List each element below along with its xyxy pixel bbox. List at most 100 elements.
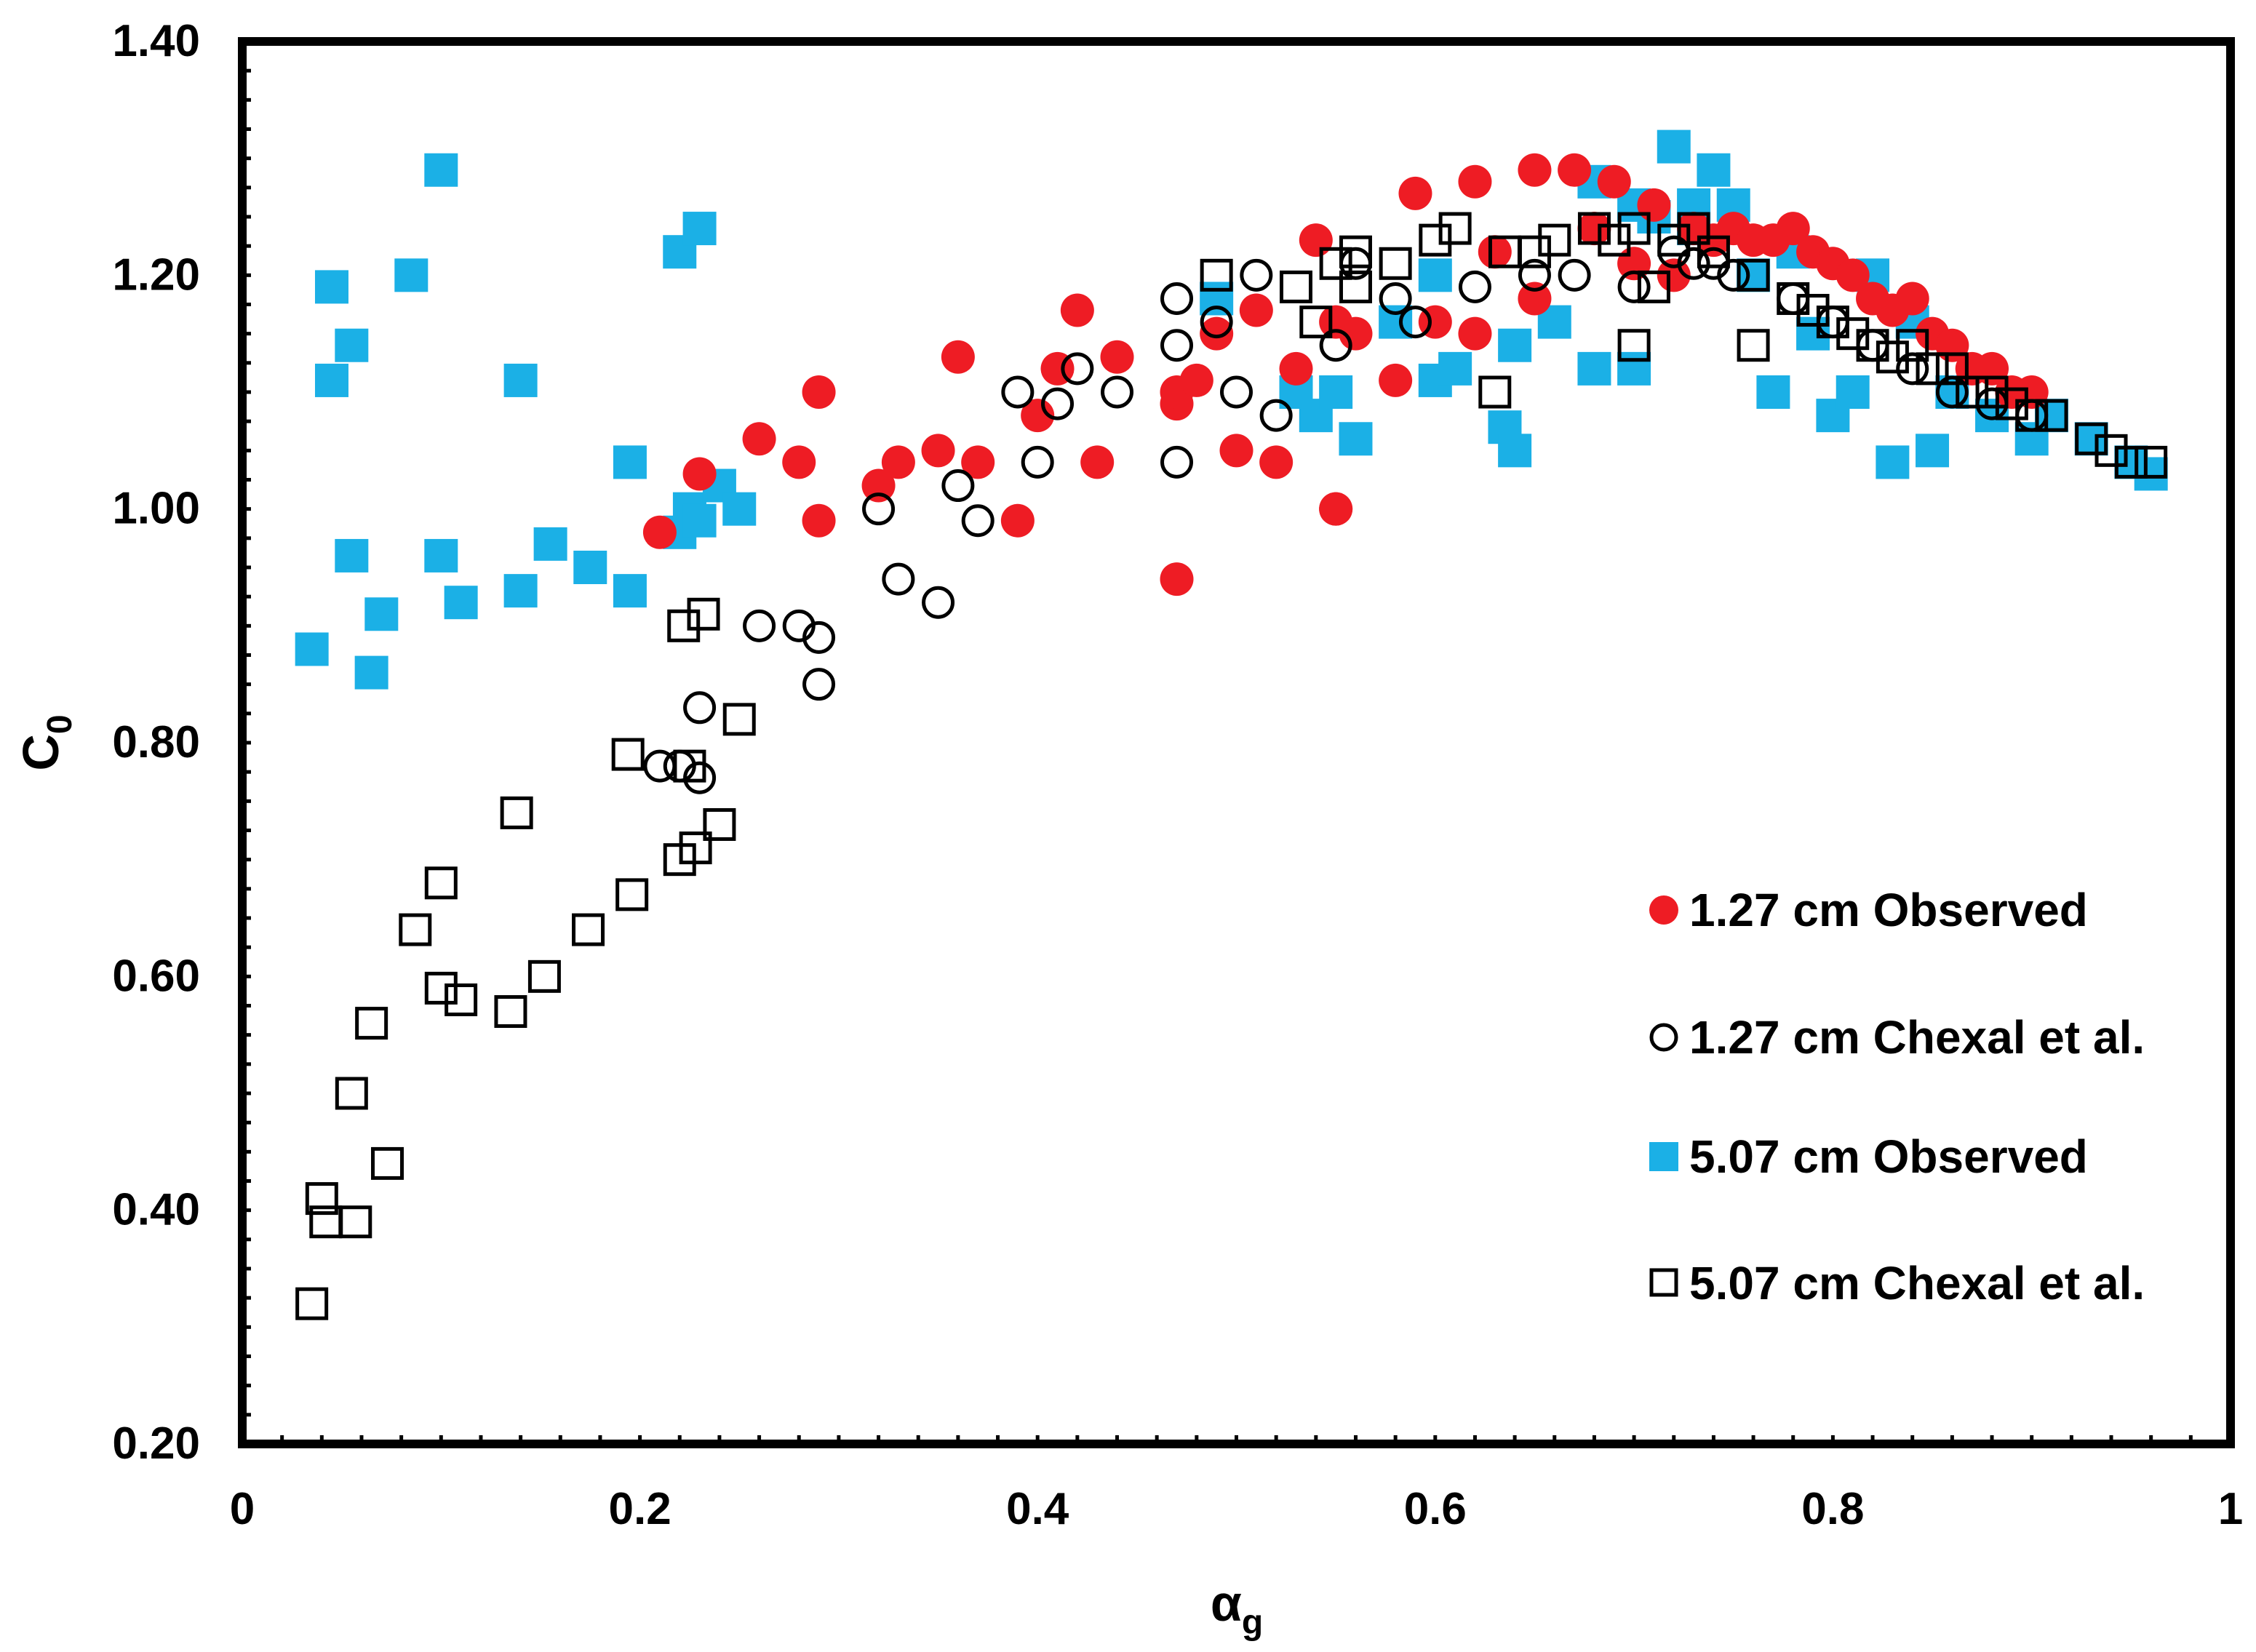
- point-1-27-cm-observed: [1021, 399, 1055, 433]
- point-5-07-cm-observed: [1916, 434, 1950, 468]
- y-tick-label: 0.40: [112, 1185, 200, 1235]
- point-1-27-cm-chexal-et-al: [1319, 329, 1352, 362]
- point-1-27-cm-chexal-et-al: [683, 691, 717, 725]
- point-5-07-cm-chexal-et-al: [1637, 270, 1670, 303]
- point-1-27-cm-observed: [1776, 212, 1810, 246]
- point-5-07-cm-observed: [335, 538, 369, 572]
- point-1-27-cm-chexal-et-al: [1677, 247, 1710, 280]
- point-1-27-cm-chexal-et-al: [683, 761, 717, 794]
- point-5-07-cm-chexal-et-al: [1956, 375, 1989, 409]
- data-points: [295, 129, 2168, 1320]
- point-5-07-cm-observed: [682, 503, 717, 538]
- point-5-07-cm-observed: [1657, 129, 1691, 164]
- point-1-27-cm-observed: [1279, 351, 1313, 386]
- point-5-07-cm-observed: [444, 586, 478, 620]
- point-5-07-cm-chexal-et-al: [703, 807, 736, 841]
- point-5-07-cm-chexal-et-al: [1995, 387, 2028, 420]
- point-1-27-cm-observed: [921, 434, 955, 468]
- point-5-07-cm-observed: [424, 153, 458, 187]
- point-5-07-cm-chexal-et-al: [1796, 294, 1830, 327]
- point-1-27-cm-chexal-et-al: [1717, 258, 1750, 292]
- point-1-27-cm-observed: [1558, 153, 1592, 187]
- point-5-07-cm-observed: [2134, 457, 2168, 491]
- point-1-27-cm-chexal-et-al: [1061, 352, 1094, 386]
- point-1-27-cm-observed: [1179, 363, 1213, 397]
- point-5-07-cm-chexal-et-al: [1339, 270, 1372, 303]
- point-5-07-cm-observed: [1617, 351, 1651, 386]
- legend: 1.27 cm Observed 1.27 cm Chexal et al. 5…: [1649, 884, 2145, 1309]
- point-1-27-cm-observed: [961, 445, 995, 479]
- point-5-07-cm-chexal-et-al: [445, 983, 478, 1016]
- point-5-07-cm-chexal-et-al: [355, 1007, 388, 1040]
- point-1-27-cm-chexal-et-al: [1160, 329, 1194, 362]
- point-1-27-cm-chexal-et-al: [1259, 399, 1293, 432]
- point-5-07-cm-chexal-et-al: [1935, 352, 1969, 386]
- point-5-07-cm-observed: [613, 445, 647, 479]
- point-1-27-cm-chexal-et-al: [882, 562, 915, 596]
- point-5-07-cm-chexal-et-al: [1598, 223, 1631, 257]
- point-5-07-cm-chexal-et-al: [1478, 375, 1512, 409]
- point-5-07-cm-chexal-et-al: [1876, 340, 1909, 374]
- x-axis-title: αg: [1211, 1575, 1263, 1642]
- point-5-07-cm-chexal-et-al: [1438, 212, 1472, 245]
- point-1-27-cm-observed: [1577, 212, 1611, 246]
- y-axis-title-subscript: 0: [41, 714, 79, 734]
- y-tick-label: 0.80: [112, 717, 200, 767]
- point-5-07-cm-observed: [295, 632, 329, 666]
- point-5-07-cm-chexal-et-al: [2015, 399, 2049, 432]
- point-5-07-cm-observed: [1756, 375, 1790, 409]
- point-1-27-cm-chexal-et-al: [862, 492, 896, 526]
- point-5-07-cm-chexal-et-al: [1677, 212, 1710, 245]
- point-1-27-cm-observed: [802, 375, 836, 409]
- point-5-07-cm-chexal-et-al: [500, 796, 533, 829]
- point-5-07-cm-chexal-et-al: [1617, 329, 1651, 362]
- point-5-07-cm-chexal-et-al: [335, 1077, 368, 1110]
- point-1-27-cm-observed: [1060, 293, 1094, 327]
- point-1-27-cm-observed: [1219, 434, 1253, 468]
- point-5-07-cm-chexal-et-al: [424, 866, 458, 900]
- point-5-07-cm-chexal-et-al: [1200, 258, 1233, 292]
- point-1-27-cm-observed: [782, 445, 816, 479]
- point-5-07-cm-observed: [682, 212, 717, 246]
- point-5-07-cm-observed: [503, 363, 538, 397]
- y-tick-label: 0.60: [112, 951, 200, 1001]
- point-5-07-cm-chexal-et-al: [2075, 422, 2108, 455]
- point-1-27-cm-observed: [1458, 316, 1492, 351]
- point-5-07-cm-observed: [613, 574, 647, 608]
- point-5-07-cm-chexal-et-al: [2114, 445, 2148, 479]
- point-1-27-cm-observed: [1319, 492, 1353, 526]
- point-5-07-cm-chexal-et-al: [1777, 282, 1810, 315]
- point-5-07-cm-chexal-et-al: [2094, 434, 2128, 467]
- point-5-07-cm-observed: [335, 328, 369, 362]
- point-5-07-cm-chexal-et-al: [2035, 399, 2068, 432]
- point-1-27-cm-chexal-et-al: [1398, 306, 1432, 339]
- point-1-27-cm-chexal-et-al: [1896, 352, 1929, 386]
- point-5-07-cm-observed: [573, 551, 607, 584]
- legend-label-1.27-observed: 1.27 cm Observed: [1689, 884, 2088, 936]
- point-5-07-cm-observed: [1319, 375, 1353, 409]
- point-5-07-cm-chexal-et-al: [1538, 223, 1571, 257]
- point-5-07-cm-observed: [503, 574, 538, 608]
- x-tick-label: 0: [230, 1484, 255, 1534]
- point-1-27-cm-chexal-et-al: [922, 586, 955, 619]
- point-1-27-cm-chexal-et-al: [1101, 375, 1134, 409]
- point-1-27-cm-chexal-et-al: [1518, 258, 1551, 292]
- x-tick-label: 0.6: [1404, 1484, 1467, 1534]
- point-1-27-cm-observed: [1000, 503, 1035, 538]
- y-tick-labels: 0.20 0.40 0.60 0.80 1.00 1.20 1.40: [112, 16, 200, 1469]
- point-5-07-cm-chexal-et-al: [1379, 247, 1412, 280]
- point-5-07-cm-chexal-et-al: [1419, 223, 1452, 257]
- point-1-27-cm-observed: [1239, 293, 1273, 327]
- point-5-07-cm-observed: [1577, 351, 1611, 386]
- point-5-07-cm-chexal-et-al: [679, 831, 712, 865]
- legend-marker-5.07-chexal: [1649, 1268, 1678, 1297]
- point-5-07-cm-chexal-et-al: [339, 1205, 372, 1239]
- point-1-27-cm-chexal-et-al: [1160, 445, 1194, 479]
- point-1-27-cm-chexal-et-al: [743, 609, 776, 642]
- point-5-07-cm-observed: [424, 538, 458, 572]
- x-axis-title-main: α: [1211, 1575, 1242, 1632]
- point-5-07-cm-chexal-et-al: [1657, 223, 1691, 257]
- point-1-27-cm-chexal-et-al: [1617, 270, 1651, 303]
- legend-marker-1.27-observed: [1649, 895, 1678, 925]
- point-5-07-cm-observed: [1418, 258, 1452, 292]
